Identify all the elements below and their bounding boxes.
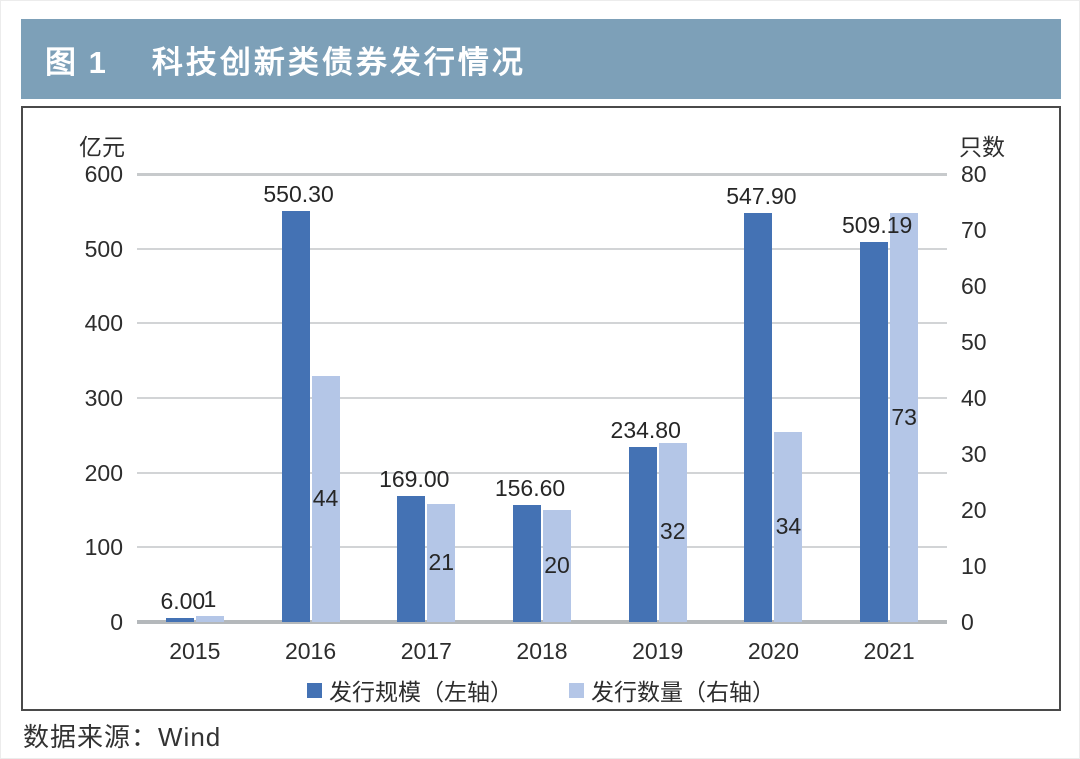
left-axis-tick-0: 0 [110,609,123,635]
left-axis-tick-200: 200 [84,459,123,486]
right-axis-tick-50: 50 [961,329,987,355]
figure-title: 科技创新类债券发行情况 [151,44,526,80]
bar-count-2015 [195,616,224,622]
left-axis-tick-100: 100 [84,534,123,561]
count-label-2019: 32 [659,518,686,545]
legend-swatch-scale [307,682,322,698]
left-axis-tick-500: 500 [84,235,123,262]
right-axis-tick-10: 10 [961,553,987,579]
gridline-600 [137,173,947,176]
bar-scale-2017 [397,495,426,622]
figure-number: 图 1 [45,44,108,80]
value-label-2016: 550.30 [263,181,334,208]
x-axis-line [137,620,947,624]
left-axis-tick-300: 300 [84,385,123,411]
bar-scale-2020 [744,212,773,622]
bar-count-2019 [658,442,687,622]
left-axis-tick-400: 400 [84,310,123,337]
bar-count-2016 [311,375,340,622]
x-axis-label-2019: 2019 [632,638,684,664]
bar-scale-2018 [513,505,541,622]
gridline-100 [137,546,947,549]
legend-item-count: 发行数量（右轴） [569,673,775,707]
gridline-200 [137,471,947,474]
right-axis-tick-20: 20 [961,497,987,523]
figure-header: 图 1 科技创新类债券发行情况 [21,19,1061,99]
x-axis-label-2018: 2018 [516,638,568,664]
legend-label-count: 发行数量（右轴） [591,679,775,705]
value-label-2021: 509.19 [841,211,913,238]
x-axis-label-2017: 2017 [400,638,452,664]
gridline-500 [137,247,947,250]
chart-legend: 发行规模（左轴） 发行数量（右轴） [23,674,1059,706]
value-label-2015: 6.00 [160,587,206,614]
chart-container: 亿元 只数 0 100 200 300 400 500 600 0 10 20 30 40 50 60 70… [21,106,1061,711]
right-axis-tick-0: 0 [961,609,974,635]
legend-swatch-count [569,682,584,698]
count-label-2016: 44 [312,484,339,511]
count-label-2021: 73 [891,403,917,430]
bar-count-2017 [427,504,456,622]
bar-scale-2021 [860,241,889,622]
bar-count-2020 [774,431,803,622]
bar-scale-2019 [628,446,657,622]
legend-item-scale: 发行规模（左轴） [307,673,513,707]
left-axis-unit-label: 亿元 [79,134,125,160]
source-note: 数据来源：Wind [23,722,222,752]
left-axis-tick-600: 600 [84,161,123,187]
gridline-400 [137,322,947,325]
right-axis-tick-60: 60 [961,273,987,299]
right-axis-tick-40: 40 [961,385,987,411]
right-axis-tick-70: 70 [961,217,987,243]
x-axis-label-2016: 2016 [284,638,337,664]
x-axis-label-2015: 2015 [169,638,221,664]
value-label-2019: 234.80 [610,416,681,443]
legend-label-scale: 发行规模（左轴） [329,679,513,705]
bar-count-2018 [543,510,571,622]
value-label-2020: 547.90 [726,182,797,209]
value-label-2018: 156.60 [494,475,566,502]
right-axis-unit-label: 只数 [959,134,1005,160]
x-axis-label-2021: 2021 [863,638,915,664]
count-label-2018: 20 [544,552,570,578]
count-label-2020: 34 [775,512,802,539]
count-label-2015: 1 [203,586,217,613]
bar-scale-2016 [281,211,310,622]
x-axis-label-2020: 2020 [747,638,800,664]
right-axis-tick-30: 30 [961,441,987,467]
bar-scale-2015 [165,617,194,622]
bar-count-2021 [890,213,919,622]
right-axis-tick-80: 80 [961,161,987,187]
value-label-2017: 169.00 [379,465,450,492]
count-label-2017: 21 [428,549,455,576]
gridline-300 [137,397,947,399]
